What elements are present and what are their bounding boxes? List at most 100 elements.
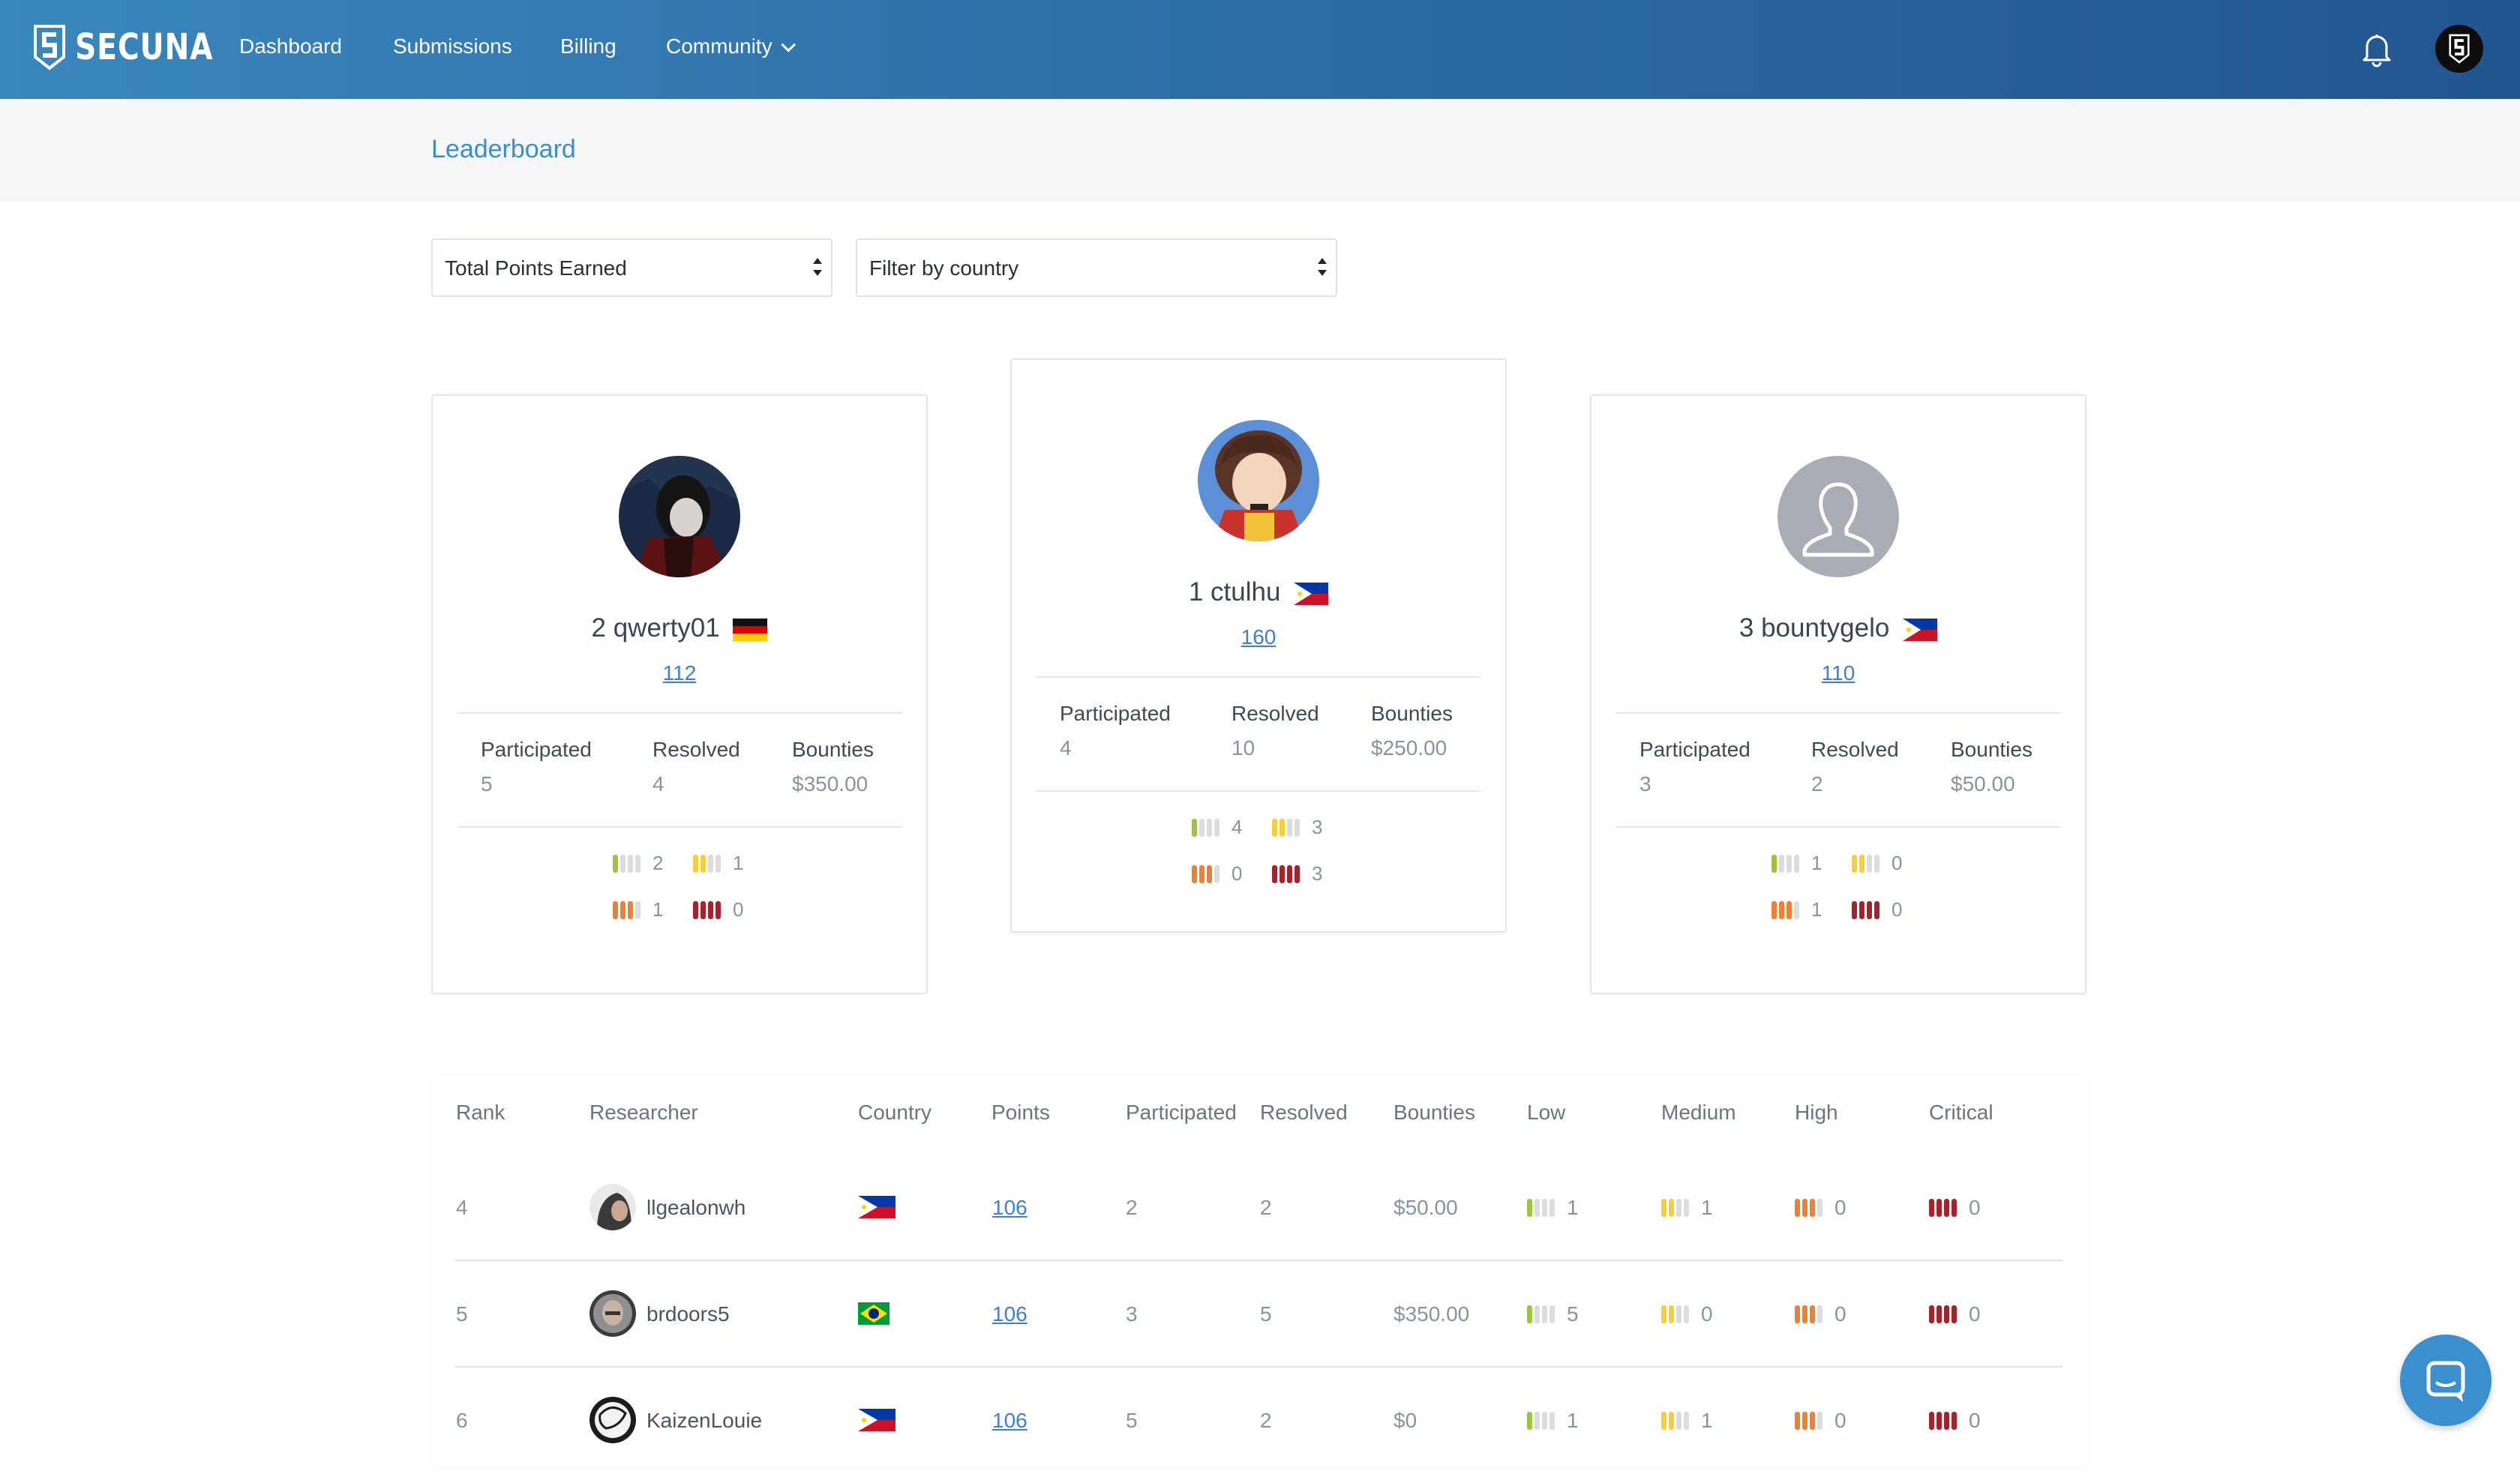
points-link[interactable]: 106	[992, 1302, 1028, 1326]
medium-count: 1	[693, 852, 743, 875]
divider	[1616, 826, 2061, 828]
resolved-stat: Resolved 4	[652, 738, 740, 796]
user-avatar-menu[interactable]	[2435, 25, 2483, 73]
resolved-stat: Resolved 2	[1811, 738, 1899, 796]
divider	[457, 712, 902, 714]
avatar[interactable]	[590, 1397, 636, 1443]
medium-value: 1	[733, 852, 744, 874]
table-row[interactable]: 4 llgealonwh 106 2 2 $50.00 1 1 0 0	[455, 1155, 2063, 1261]
high-severity-icon	[1772, 900, 1799, 919]
high-value: 0	[1834, 1302, 1846, 1326]
critical-severity-icon	[1852, 900, 1880, 919]
column-header-rank: Rank	[456, 1101, 506, 1124]
stat-label: Bounties	[1951, 738, 2032, 761]
high-cell: 0	[1795, 1155, 1846, 1261]
nav-community[interactable]: Community	[666, 34, 796, 58]
country-filter-select[interactable]: Filter by country	[856, 238, 1337, 297]
avatar[interactable]	[590, 1184, 636, 1230]
stat-label: Participated	[1060, 702, 1171, 725]
critical-severity-icon	[1929, 1199, 1957, 1217]
sort-select[interactable]: Total Points Earned	[431, 238, 832, 297]
stat-value: 2	[1811, 772, 1823, 795]
chat-launcher-button[interactable]	[2400, 1335, 2492, 1426]
rank-cell: 4	[456, 1196, 468, 1219]
bounties-cell: $50.00	[1394, 1196, 1458, 1219]
stat-value: $250.00	[1371, 736, 1448, 759]
high-severity-icon	[1795, 1305, 1822, 1323]
table-row[interactable]: 6 KaizenLouie 106 5 2 $0 1 1 0 0	[455, 1368, 2063, 1474]
podium-username[interactable]: ctulhu	[1210, 577, 1281, 607]
critical-count: 0	[1852, 898, 1902, 921]
medium-severity-icon	[1661, 1199, 1689, 1217]
researcher-name[interactable]: KaizenLouie	[646, 1409, 763, 1432]
medium-severity-icon	[693, 854, 721, 873]
critical-cell: 0	[1929, 1368, 1981, 1474]
stat-label: Resolved	[1232, 702, 1319, 725]
critical-value: 0	[1892, 898, 1903, 921]
participated-cell: 2	[1126, 1196, 1138, 1219]
rank-cell: 6	[456, 1409, 468, 1432]
podium-name-line: 1 ctulhu	[1012, 577, 1505, 607]
high-value: 0	[1232, 862, 1243, 885]
stat-label: Bounties	[792, 738, 874, 761]
bell-icon[interactable]	[2356, 28, 2397, 69]
stat-value: 4	[1060, 736, 1072, 759]
bounties-stat: Bounties $250.00	[1371, 702, 1453, 760]
secuna-logo[interactable]: SECUNA	[33, 22, 244, 72]
critical-severity-icon	[1272, 864, 1300, 883]
high-severity-icon	[1795, 1199, 1822, 1217]
germany-flag-icon	[733, 618, 768, 641]
points-link[interactable]: 106	[992, 1196, 1028, 1219]
podium-username[interactable]: qwerty01	[613, 613, 720, 643]
podium-points-link[interactable]: 110	[1821, 661, 1856, 685]
philippines-flag-icon	[1294, 582, 1329, 605]
critical-cell: 0	[1929, 1155, 1981, 1261]
medium-value: 1	[1701, 1196, 1713, 1219]
avatar[interactable]	[590, 1290, 636, 1337]
select-arrows-icon	[813, 256, 822, 280]
medium-value: 0	[1892, 852, 1903, 874]
avatar[interactable]	[1778, 456, 1899, 577]
divider	[1036, 790, 1481, 792]
secuna-logo-icon	[34, 25, 65, 70]
select-arrows-icon	[1318, 256, 1327, 280]
brazil-flag-icon	[858, 1302, 890, 1330]
avatar[interactable]	[1198, 420, 1319, 541]
table-row[interactable]: 5 brdoors5 106 3 5 $350.00 5 0 0 0	[455, 1261, 2063, 1368]
high-count: 1	[613, 898, 663, 921]
stat-value: 10	[1232, 736, 1256, 759]
stat-label: Resolved	[652, 738, 740, 761]
stat-value: $50.00	[1951, 772, 2015, 795]
critical-value: 0	[1969, 1196, 1981, 1219]
low-severity-icon	[1192, 818, 1220, 837]
divider	[1616, 712, 2061, 714]
page-header: Leaderboard	[0, 99, 2520, 202]
high-value: 1	[1811, 898, 1822, 921]
podium-username[interactable]: bountygelo	[1761, 613, 1890, 643]
column-header-low: Low	[1527, 1101, 1566, 1124]
divider	[1036, 676, 1481, 678]
low-value: 5	[1567, 1302, 1579, 1326]
participated-cell: 5	[1126, 1409, 1138, 1432]
critical-severity-icon	[1929, 1305, 1957, 1323]
researcher-name[interactable]: brdoors5	[646, 1302, 730, 1326]
researcher-name[interactable]: llgealonwh	[646, 1196, 746, 1219]
low-value: 4	[1232, 816, 1243, 838]
nav-billing[interactable]: Billing	[560, 34, 616, 58]
philippines-flag-icon	[858, 1409, 896, 1437]
bounties-stat: Bounties $50.00	[1951, 738, 2032, 796]
points-link[interactable]: 106	[992, 1409, 1028, 1432]
low-severity-icon	[613, 854, 640, 873]
medium-value: 0	[1701, 1302, 1713, 1326]
critical-value: 0	[1969, 1302, 1981, 1326]
medium-cell: 1	[1661, 1155, 1713, 1261]
column-header-high: High	[1795, 1101, 1838, 1124]
nav-dashboard[interactable]: Dashboard	[239, 34, 342, 58]
podium-points-link[interactable]: 112	[662, 661, 697, 685]
avatar[interactable]	[619, 456, 740, 577]
column-header-critical: Critical	[1929, 1101, 1994, 1124]
podium-points-link[interactable]: 160	[1240, 625, 1276, 649]
stat-value: 5	[481, 772, 493, 795]
nav-submissions[interactable]: Submissions	[393, 34, 512, 58]
resolved-stat: Resolved 10	[1232, 702, 1319, 760]
